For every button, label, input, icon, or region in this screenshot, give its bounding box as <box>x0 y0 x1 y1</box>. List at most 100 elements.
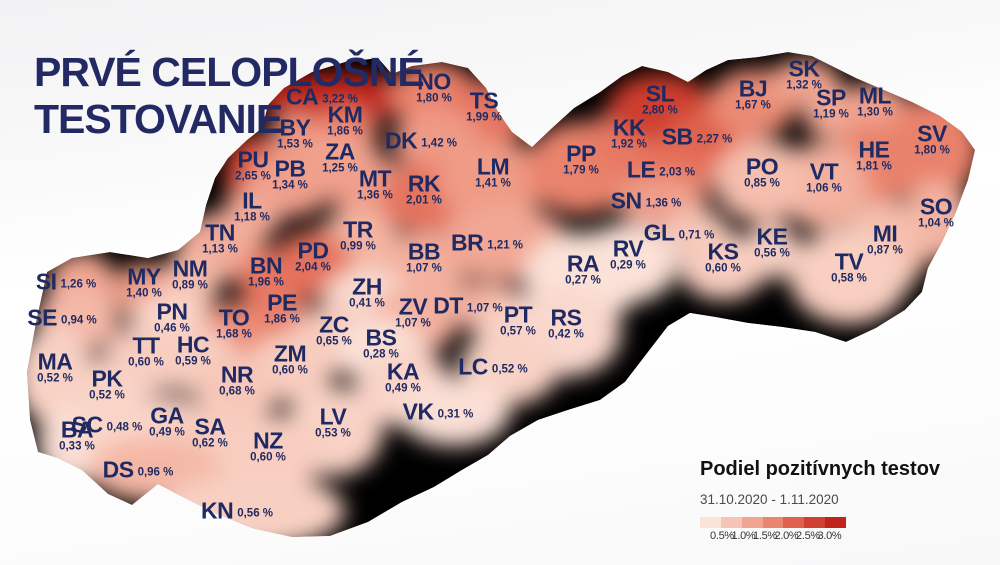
legend: Podiel pozitívnych testov 31.10.2020 - 1… <box>700 458 960 542</box>
district-label-zh: ZH 0,41 % <box>349 275 385 310</box>
district-code: RV <box>612 235 644 262</box>
district-label-vk: VK 0,31 % <box>403 400 474 423</box>
district-label-ca: CA 3,22 % <box>286 85 358 108</box>
district-code: SV <box>917 120 947 147</box>
district-label-pb: PB 1,34 % <box>272 157 308 192</box>
district-code: SA <box>194 413 226 440</box>
district-label-br: BR 1,21 % <box>451 231 523 254</box>
legend-swatch-5 <box>783 517 805 528</box>
district-code: VT <box>809 158 839 185</box>
district-label-tn: TN 1,13 % <box>202 221 238 256</box>
district-code: KM <box>327 101 363 128</box>
district-value: 1,18 % <box>234 211 270 224</box>
district-value: 2,03 % <box>659 166 696 179</box>
district-region-ke <box>744 223 800 279</box>
district-code: DS <box>102 456 134 483</box>
district-label-sn: SN 1,36 % <box>610 187 682 214</box>
district-value: 0,49 % <box>385 382 421 395</box>
district-value: 0,52 % <box>491 363 528 376</box>
district-value: 2,65 % <box>235 170 271 183</box>
district-value: 1,67 % <box>735 99 771 112</box>
district-label-le: LE 2,03 % <box>627 158 696 181</box>
legend-tick: 1.5% <box>753 530 777 542</box>
district-label-za: ZA 1,25 % <box>322 140 358 175</box>
district-code: SO <box>919 193 953 220</box>
district-value: 0,60 % <box>128 356 164 369</box>
district-label-he: HE 1,81 % <box>856 138 892 173</box>
district-value: 1,68 % <box>216 328 252 341</box>
district-code: NR <box>220 361 254 388</box>
district-shading-layer <box>27 59 975 537</box>
district-label-ma: MA 0,52 % <box>37 348 73 385</box>
district-value: 1,07 % <box>395 317 431 330</box>
legend-title: Podiel pozitívnych testov <box>700 458 941 480</box>
legend-swatch-3 <box>741 517 763 528</box>
district-code: BY <box>279 114 311 141</box>
district-value: 1,41 % <box>475 177 511 190</box>
district-label-nm: NM 0,89 % <box>172 255 208 292</box>
district-code: PE <box>267 289 297 316</box>
district-label-pd: PD 2,04 % <box>295 239 331 274</box>
district-value: 0,49 % <box>149 426 185 439</box>
district-label-ga: GA 0,49 % <box>149 404 185 439</box>
district-label-lc: LC 0,52 % <box>458 355 528 378</box>
district-value: 1,99 % <box>466 111 502 124</box>
district-code: SI <box>35 268 57 295</box>
district-code: BJ <box>738 75 768 102</box>
district-value: 1,26 % <box>60 278 97 291</box>
district-code: MA <box>37 348 73 375</box>
district-value: 0,96 % <box>137 466 174 479</box>
district-label-bb: BB 1,07 % <box>406 240 442 275</box>
page-title-line2: TESTOVANIE <box>34 96 283 143</box>
district-value: 0,71 % <box>678 229 715 242</box>
country-shape <box>27 52 975 537</box>
district-value: 0,53 % <box>315 427 351 440</box>
district-value: 1,80 % <box>416 92 452 105</box>
district-code: SK <box>788 55 820 82</box>
district-code: PN <box>156 298 188 325</box>
district-label-pn: PN 0,46 % <box>154 298 190 335</box>
legend-tick: 1.0% <box>731 530 756 542</box>
district-code: SP <box>816 84 846 111</box>
district-code: RK <box>407 170 441 197</box>
district-region-tv <box>789 228 909 324</box>
district-value: 0,59 % <box>175 355 211 368</box>
district-region-nr <box>193 355 281 423</box>
district-label-sl: SL 2,80 % <box>642 82 678 117</box>
district-value: 0,52 % <box>37 372 73 385</box>
district-value: 0,57 % <box>500 325 536 338</box>
district-code: SE <box>27 304 57 331</box>
district-value: 1,92 % <box>611 138 647 151</box>
district-label-nr: NR 0,68 % <box>219 361 255 398</box>
district-value: 1,80 % <box>914 144 950 157</box>
district-code: KS <box>707 238 739 265</box>
district-code: DT <box>433 292 463 319</box>
district-label-lv: LV 0,53 % <box>315 403 351 440</box>
district-label-rv: RV 0,29 % <box>610 235 646 272</box>
district-label-dt: DT 1,07 % <box>433 292 502 319</box>
district-region-lm <box>437 141 549 221</box>
district-label-kn: KN 0,56 % <box>201 499 273 522</box>
district-code: NZ <box>253 427 283 454</box>
district-label-rk: RK 2,01 % <box>406 170 442 207</box>
legend-tick: 0.5% <box>710 530 734 542</box>
district-label-tt: TT 0,60 % <box>128 334 164 369</box>
district-code: LV <box>319 403 347 430</box>
district-label-se: SE 0,94 % <box>27 304 97 331</box>
district-code: TO <box>218 304 250 331</box>
district-label-gl: GL 0,71 % <box>644 221 715 244</box>
district-value: 0,60 % <box>272 364 308 377</box>
district-code: SN <box>610 187 642 214</box>
district-code: NM <box>172 255 208 282</box>
district-code: NO <box>417 68 451 95</box>
district-value: 0,85 % <box>744 177 780 190</box>
district-value: 1,04 % <box>918 217 954 230</box>
district-label-sk: SK 1,32 % <box>786 55 822 92</box>
district-label-il: IL 1,18 % <box>234 189 270 224</box>
district-value: 1,13 % <box>202 243 238 256</box>
district-code: DK <box>384 127 418 154</box>
district-label-bj: BJ 1,67 % <box>735 75 771 112</box>
district-value: 0,99 % <box>340 240 376 253</box>
district-value: 2,80 % <box>642 104 678 117</box>
district-value: 0,89 % <box>172 279 208 292</box>
